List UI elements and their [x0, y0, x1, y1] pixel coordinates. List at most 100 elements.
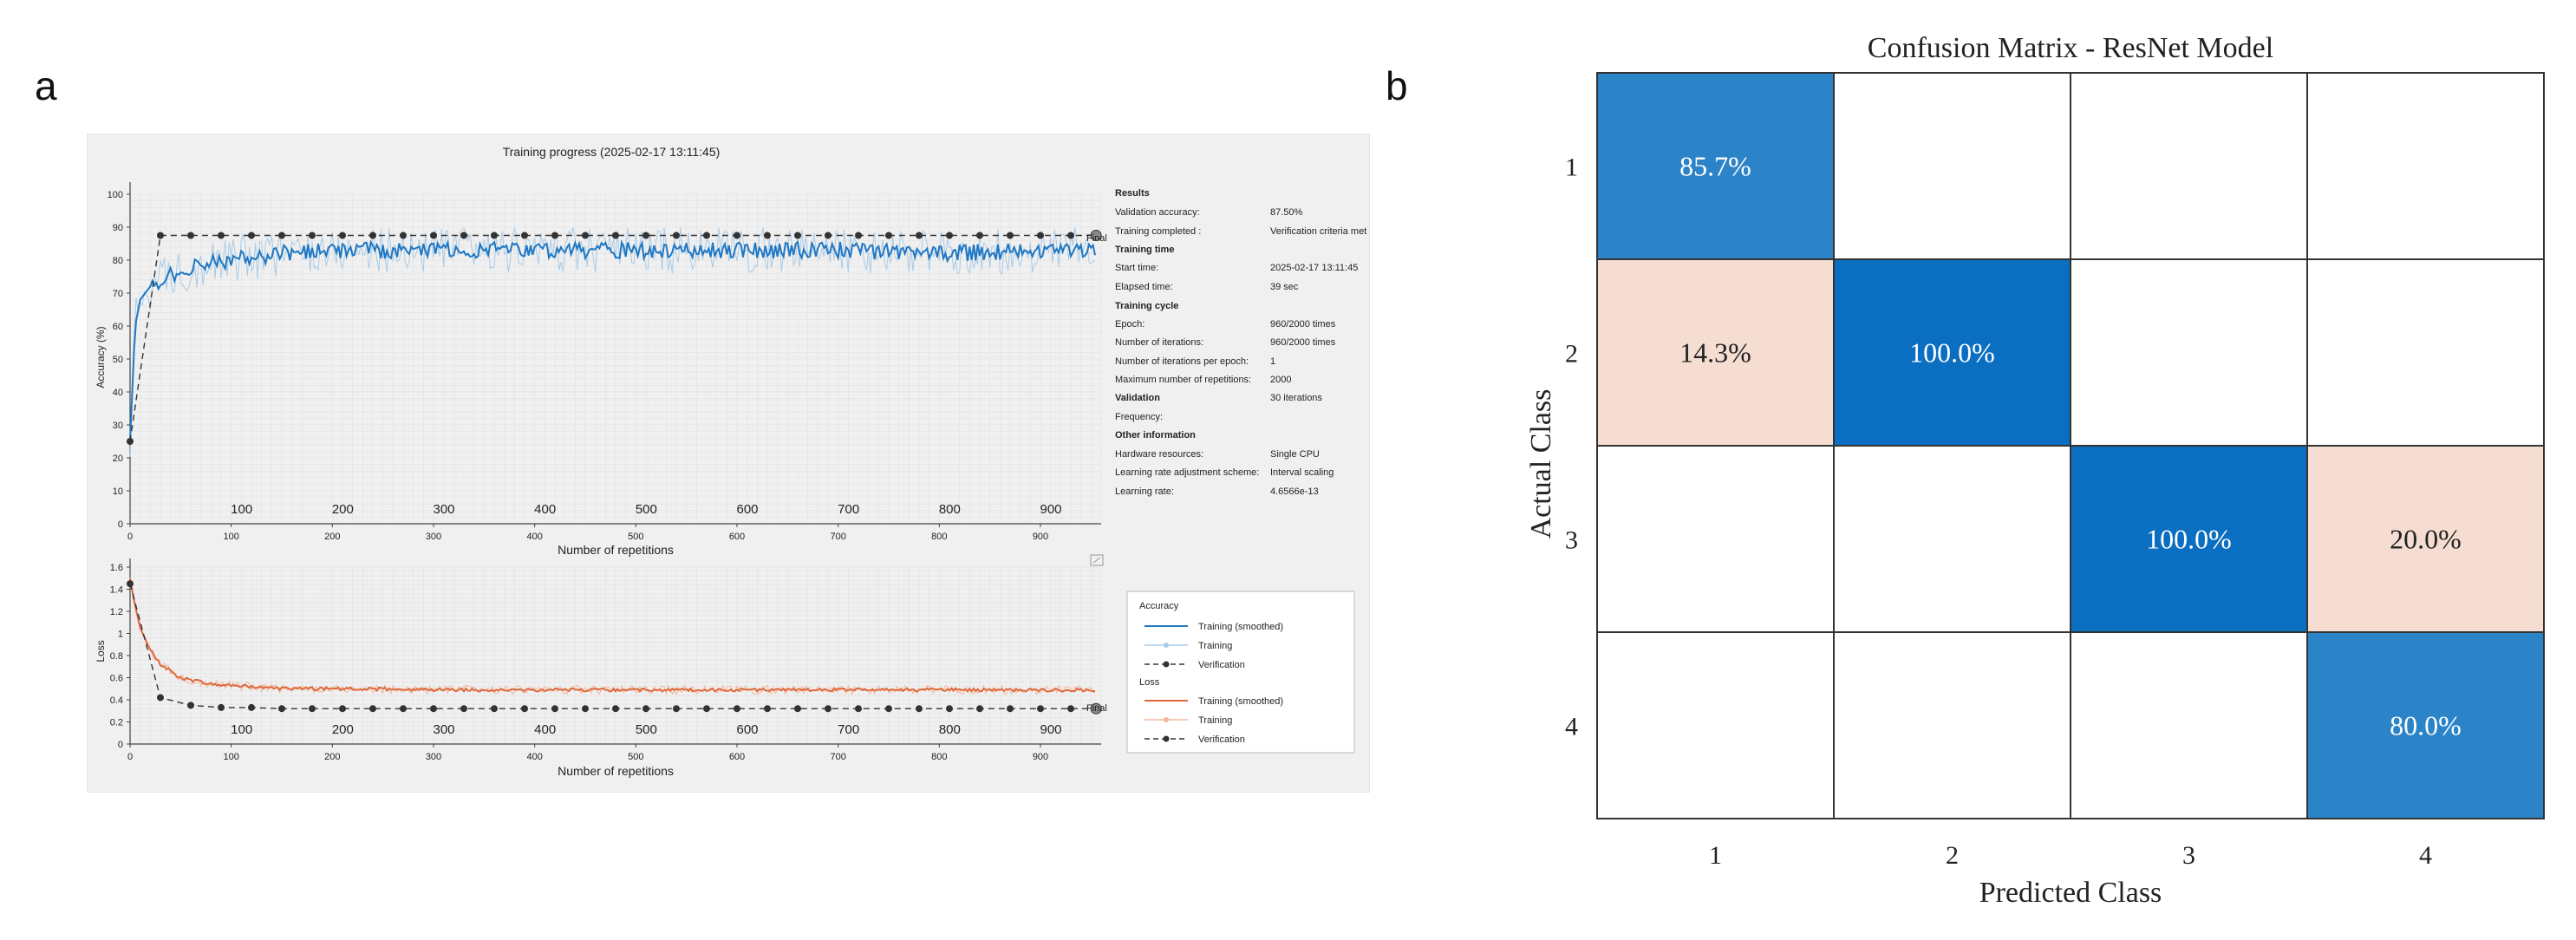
cm-cell-value: 100.0%: [2146, 524, 2232, 555]
y-tick-label: 80: [113, 256, 123, 266]
verification-point: [885, 232, 892, 239]
training-legend: Accuracy Training (smoothed) Training Ve…: [1126, 591, 1355, 754]
x-tick-inner-label: 800: [939, 502, 961, 517]
lr-scheme-value: Interval scaling: [1270, 467, 1334, 478]
x-tick-inner-label: 500: [636, 722, 657, 737]
cm-cell: [1596, 72, 1835, 260]
verification-point: [734, 705, 740, 713]
y-tick-label: 60: [113, 322, 123, 332]
epoch-value: 960/2000 times: [1270, 319, 1336, 330]
x-tick-inner-label: 100: [231, 502, 252, 517]
cm-cell-value: 14.3%: [1679, 337, 1751, 369]
verification-point: [369, 232, 376, 239]
accuracy-plot: 0 10 20 30 40 50 60 70 80 90 100 0 100 200 300 400 500 6…: [95, 182, 1107, 593]
y-tick-label: 0.6: [110, 674, 123, 684]
cm-y-tick-label: 1: [1565, 153, 1578, 182]
loss-final-label: Final: [1086, 703, 1107, 714]
verification-point: [430, 705, 437, 713]
start-time-label: Start time:: [1115, 263, 1158, 273]
frequency-label: Frequency:: [1115, 412, 1163, 422]
info-panel: Results Validation accuracy: 87.50% Trai…: [1115, 188, 1366, 497]
x-tick-inner-label: 300: [433, 502, 454, 517]
training-cycle-heading: Training cycle: [1115, 301, 1178, 311]
x-tick-label: 200: [324, 752, 340, 762]
verification-point: [127, 438, 134, 445]
verification-point: [855, 705, 862, 713]
cm-cell-value: 85.7%: [1679, 151, 1751, 182]
y-tick-label: 1: [118, 630, 123, 640]
accuracy-verification-points: [127, 230, 1102, 445]
loss-y-ticks: 0 0.2 0.4 0.6 0.8 1 1.2 1.4 1.6: [110, 563, 130, 750]
cm-cell: [2306, 631, 2545, 819]
cm-y-tick-label: 2: [1565, 340, 1578, 369]
verification-point: [885, 705, 892, 713]
accuracy-training-raw-line: [129, 226, 1096, 457]
x-tick-inner-label: 200: [332, 502, 354, 517]
elapsed-time-value: 39 sec: [1270, 282, 1299, 292]
verification-point: [127, 580, 134, 588]
verification-point: [187, 702, 194, 709]
verification-point: [369, 705, 376, 713]
loss-grid: [129, 566, 1102, 745]
expand-icon[interactable]: [1090, 554, 1104, 566]
cm-cell-value: 100.0%: [1909, 337, 1995, 369]
verification-point: [825, 705, 831, 713]
cm-cell-value: 20.0%: [2390, 524, 2462, 555]
verification-point: [248, 703, 255, 711]
cm-cell: [2306, 258, 2545, 447]
verification-point: [521, 705, 528, 713]
cm-cell: [2070, 258, 2308, 447]
loss-x-ticks: 0 100 200 300 400 500 600 700 800 900: [127, 744, 1048, 762]
elapsed-time-label: Elapsed time:: [1115, 282, 1173, 292]
verification-point: [916, 705, 923, 713]
y-tick-label: 100: [108, 190, 123, 200]
start-time-value: 2025-02-17 13:11:45: [1270, 263, 1358, 273]
verification-point: [703, 232, 710, 239]
verification-point: [400, 232, 407, 239]
verification-point: [612, 705, 619, 713]
y-tick-label: 50: [113, 355, 123, 365]
verification-point: [673, 232, 680, 239]
verification-point: [734, 232, 740, 239]
y-tick-label: 10: [113, 486, 123, 497]
x-tick-label: 800: [931, 532, 947, 542]
panel-a-label: a: [35, 63, 57, 108]
x-tick-label: 400: [526, 532, 542, 542]
x-tick-label: 300: [426, 532, 441, 542]
cm-x-tick-label: 3: [2182, 841, 2195, 870]
validation-heading: Validation: [1115, 393, 1160, 403]
x-tick-inner-label: 600: [736, 722, 758, 737]
loss-training-smoothed-line: [129, 578, 1096, 694]
training-time-heading: Training time: [1115, 245, 1174, 255]
x-tick-label: 700: [830, 532, 845, 542]
verification-point: [400, 705, 407, 713]
x-tick-label: 500: [628, 752, 643, 762]
x-tick-label: 500: [628, 532, 643, 542]
legend-acc-ver-marker: [1163, 661, 1170, 668]
loss-training-raw-line: [129, 578, 1096, 695]
confusion-matrix-y-ticks: 1 2 3 4: [1565, 153, 1578, 741]
x-tick-inner-label: 400: [534, 502, 556, 517]
verification-point: [309, 232, 316, 239]
verification-point: [157, 694, 164, 702]
cm-cell: [1833, 72, 2071, 260]
x-tick-inner-label: 700: [838, 502, 859, 517]
iterations-value: 960/2000 times: [1270, 337, 1336, 348]
other-info-heading: Other information: [1115, 430, 1196, 441]
loss-x-label: Number of repetitions: [558, 764, 674, 778]
y-tick-label: 40: [113, 388, 123, 398]
verification-point: [946, 232, 953, 239]
x-tick-label: 0: [127, 752, 133, 762]
y-tick-label: 1.6: [110, 563, 123, 573]
x-tick-inner-label: 800: [939, 722, 961, 737]
y-tick-label: 1.4: [110, 585, 123, 596]
verification-point: [430, 232, 437, 239]
loss-y-label: Loss: [95, 640, 107, 662]
x-tick-label: 600: [729, 752, 745, 762]
x-tick-inner-label: 700: [838, 722, 859, 737]
verification-point: [703, 705, 710, 713]
cm-cell: [1596, 445, 1835, 633]
confusion-matrix-cells: 85.7% 14.3% 100.0% 100.0% 20.0% 80.0%: [1596, 72, 2545, 819]
cm-cell: [2306, 72, 2545, 260]
verification-point: [521, 232, 528, 239]
